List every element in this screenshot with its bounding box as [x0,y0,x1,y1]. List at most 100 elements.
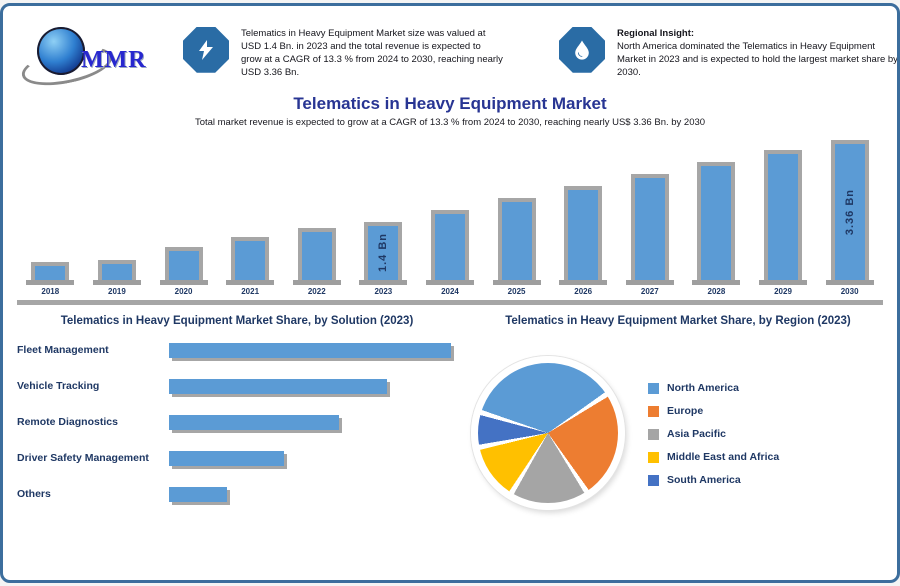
bar-pedestal [425,280,474,285]
region-legend: North America Europe Asia Pacific Middle Ea… [648,382,779,497]
header-block2-label: Regional Insight: [617,27,695,39]
bar-group-2029: 2029 [750,140,817,298]
solution-label: Others [17,488,51,501]
bar-2025 [497,198,536,280]
x-axis-line [17,300,883,305]
solution-row: Others [17,486,457,502]
x-tick-label: 2021 [241,287,260,296]
bar-2028 [697,162,736,280]
bar-2029 [764,150,802,280]
bar-value-label: 3.36 Bn [843,188,856,236]
legend-item: Asia Pacific [648,428,779,440]
globe-icon [37,27,85,75]
legend-label: North America [667,382,739,394]
section-share-by-solution: Telematics in Heavy Equipment Market Sha… [17,314,457,523]
x-tick-label: 2027 [640,287,659,296]
bar-2024 [430,210,469,280]
bar-pedestal [159,280,208,285]
bar-group-2023: 1.4 Bn 2023 [350,140,417,298]
bar-2022 [297,228,336,280]
lightning-icon [183,26,229,73]
x-tick-label: 2030 [840,287,859,296]
x-tick-label: 2020 [174,287,193,296]
solution-bar [169,450,284,466]
header-block-regional-insight: Regional Insight: North America dominate… [559,26,898,79]
solution-bar [169,486,227,502]
x-tick-label: 2022 [307,287,326,296]
x-tick-label: 2028 [707,287,726,296]
legend-item: Europe [648,405,779,417]
x-tick-label: 2023 [374,287,393,296]
bar-2026 [564,186,603,280]
legend-item: North America [648,382,779,394]
header-block-market-size: Telematics in Heavy Equipment Market siz… [183,26,503,79]
solution-bar [169,378,387,394]
drop-icon [559,26,605,73]
bar-pedestal [559,280,608,285]
mmr-logo: MMR [18,21,169,93]
region-pie-chart [471,356,625,510]
solution-bar-chart: Fleet Management Vehicle Tracking Remote D… [17,342,457,502]
bar-2020 [164,247,203,280]
bar-group-2030: 3.36 Bn 2030 [816,140,883,298]
solution-label: Remote Diagnostics [17,416,118,429]
bar-pedestal [759,280,807,285]
bar-2019 [97,260,136,280]
bar-2027 [630,174,669,280]
bar-pedestal [226,280,275,285]
solution-row: Fleet Management [17,342,457,358]
infographic-page: MMR Telematics in Heavy Equipment Market… [0,3,900,583]
legend-label: South America [667,474,741,486]
x-tick-label: 2024 [441,287,459,296]
solution-bar [169,414,339,430]
legend-item: Middle East and Africa [648,451,779,463]
header-block1-text: Telematics in Heavy Equipment Market siz… [241,27,503,79]
bar-group-2026: 2026 [550,140,617,298]
x-tick-label: 2029 [774,287,792,296]
legend-label: Europe [667,405,704,417]
bar-pedestal [26,280,75,285]
solution-label: Vehicle Tracking [17,380,100,393]
bar-pedestal [359,280,408,285]
solution-bar [169,342,451,358]
bar-group-2021: 2021 [217,140,284,298]
bar-group-2022: 2022 [283,140,350,298]
bar-pedestal [92,280,141,285]
bar-group-2027: 2027 [616,140,683,298]
bar-value-label: 1.4 Bn [377,233,390,273]
header: MMR Telematics in Heavy Equipment Market… [18,16,897,93]
annual-revenue-bar-chart: 2018 2019 2020 2021 2022 1.4 Bn 2023 2024 2025 20… [17,140,883,298]
legend-swatch [648,428,659,440]
header-block2-text: North America dominated the Telematics i… [617,40,898,79]
logo-text: MMR [81,47,147,73]
solution-label: Driver Safety Management [17,452,149,465]
x-tick-label: 2018 [41,287,60,296]
legend-swatch [648,382,659,394]
bar-pedestal [825,280,874,285]
legend-label: Middle East and Africa [667,451,780,463]
solution-label: Fleet Management [17,344,109,357]
bar-2023: 1.4 Bn [364,222,403,280]
bar-group-2025: 2025 [483,140,550,298]
bar-group-2028: 2028 [683,140,750,298]
x-tick-label: 2025 [507,287,526,296]
bar-pedestal [492,280,541,285]
bar-2018 [31,262,70,280]
bar-pedestal [692,280,741,285]
bar-pedestal [292,280,341,285]
bar-group-2024: 2024 [417,140,484,298]
region-chart-title: Telematics in Heavy Equipment Market Sha… [505,315,851,327]
page-subtitle: Total market revenue is expected to grow… [194,117,706,128]
solution-row: Remote Diagnostics [17,414,457,430]
bar-2030: 3.36 Bn [830,140,869,280]
legend-item: South America [648,474,779,486]
page-title: Telematics in Heavy Equipment Market [293,94,607,113]
x-tick-label: 2026 [574,287,593,296]
legend-swatch [648,405,659,417]
legend-label: Asia Pacific [667,428,726,440]
section-share-by-region: Telematics in Heavy Equipment Market Sha… [463,314,893,510]
solution-row: Driver Safety Management [17,450,457,466]
bar-2021 [231,237,270,280]
solution-chart-title: Telematics in Heavy Equipment Market Sha… [60,315,414,327]
solution-row: Vehicle Tracking [17,378,457,394]
